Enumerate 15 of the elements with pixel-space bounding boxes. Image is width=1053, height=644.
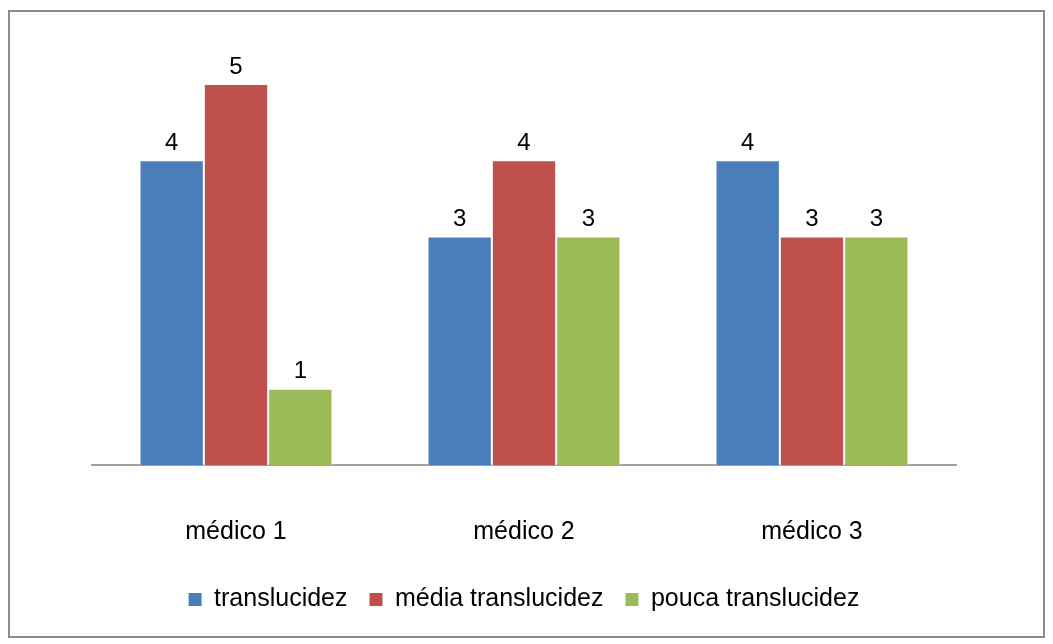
legend-label: translucidez [214, 583, 348, 612]
x-tick-label: médico 3 [761, 515, 863, 544]
x-tick-label: médico 2 [473, 515, 575, 544]
data-label: 3 [581, 204, 595, 232]
data-label: 5 [229, 51, 243, 79]
data-label: 3 [805, 204, 819, 232]
legend-label: pouca translucidez [650, 583, 860, 612]
data-label: 1 [293, 356, 307, 384]
data-label: 4 [517, 127, 531, 155]
data-label: 3 [453, 204, 467, 232]
data-label: 3 [869, 204, 883, 232]
legend-label: média translucidez [395, 583, 604, 612]
x-tick-label: médico 1 [185, 515, 287, 544]
data-label: 4 [741, 127, 755, 155]
data-label: 4 [165, 127, 179, 155]
